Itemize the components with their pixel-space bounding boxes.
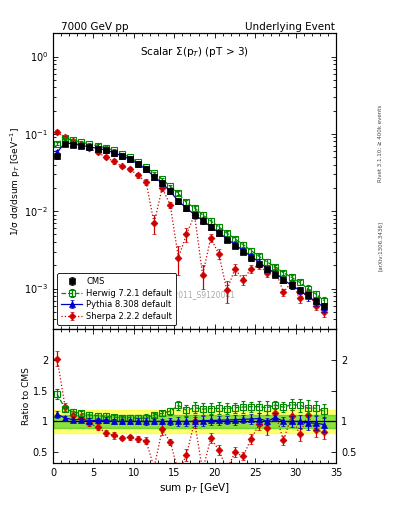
Text: 7000 GeV pp: 7000 GeV pp bbox=[61, 22, 129, 32]
Text: Scalar $\Sigma$(p$_T$) (pT > 3): Scalar $\Sigma$(p$_T$) (pT > 3) bbox=[140, 45, 249, 59]
Text: [arXiv:1306.3436]: [arXiv:1306.3436] bbox=[378, 221, 383, 271]
X-axis label: sum p$_T$ [GeV]: sum p$_T$ [GeV] bbox=[159, 481, 230, 495]
Legend: CMS, Herwig 7.2.1 default, Pythia 8.308 default, Sherpa 2.2.2 default: CMS, Herwig 7.2.1 default, Pythia 8.308 … bbox=[57, 273, 176, 325]
Y-axis label: Ratio to CMS: Ratio to CMS bbox=[22, 367, 31, 425]
Y-axis label: 1/σ dσ/dsum p$_T$ [GeV$^{-1}$]: 1/σ dσ/dsum p$_T$ [GeV$^{-1}$] bbox=[8, 126, 23, 236]
Text: Underlying Event: Underlying Event bbox=[245, 22, 335, 32]
Text: Rivet 3.1.10; ≥ 400k events: Rivet 3.1.10; ≥ 400k events bbox=[378, 105, 383, 182]
Bar bbox=[53, 410, 336, 433]
Bar bbox=[53, 415, 336, 428]
Text: CMS_2011_S9120041: CMS_2011_S9120041 bbox=[154, 290, 235, 300]
